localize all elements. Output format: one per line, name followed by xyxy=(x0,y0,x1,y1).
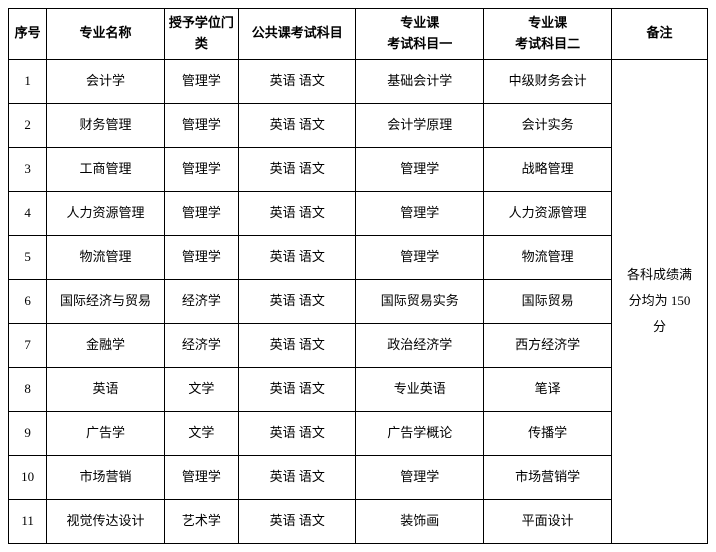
cell-sub1: 国际贸易实务 xyxy=(356,279,484,323)
cell-degree: 管理学 xyxy=(164,103,239,147)
table-row: 1 会计学 管理学 英语 语文 基础会计学 中级财务会计 各科成绩满 分均为 1… xyxy=(9,59,708,103)
table-row: 5 物流管理 管理学 英语 语文 管理学 物流管理 xyxy=(9,235,708,279)
cell-seq: 6 xyxy=(9,279,47,323)
cell-degree: 经济学 xyxy=(164,323,239,367)
cell-seq: 2 xyxy=(9,103,47,147)
cell-public: 英语 语文 xyxy=(239,103,356,147)
cell-public: 英语 语文 xyxy=(239,455,356,499)
exam-subjects-table: 序号 专业名称 授予学位门类 公共课考试科目 专业课 考试科目一 专业课 考试科… xyxy=(8,8,708,544)
cell-seq: 7 xyxy=(9,323,47,367)
cell-major: 物流管理 xyxy=(47,235,164,279)
table-row: 7 金融学 经济学 英语 语文 政治经济学 西方经济学 xyxy=(9,323,708,367)
remark-line2: 分均为 150 xyxy=(629,293,691,308)
header-major: 专业名称 xyxy=(47,9,164,60)
cell-degree: 管理学 xyxy=(164,191,239,235)
cell-degree: 管理学 xyxy=(164,147,239,191)
cell-degree: 艺术学 xyxy=(164,499,239,543)
table-row: 2 财务管理 管理学 英语 语文 会计学原理 会计实务 xyxy=(9,103,708,147)
cell-major: 视觉传达设计 xyxy=(47,499,164,543)
cell-major: 人力资源管理 xyxy=(47,191,164,235)
table-row: 6 国际经济与贸易 经济学 英语 语文 国际贸易实务 国际贸易 xyxy=(9,279,708,323)
cell-public: 英语 语文 xyxy=(239,191,356,235)
cell-public: 英语 语文 xyxy=(239,323,356,367)
header-public: 公共课考试科目 xyxy=(239,9,356,60)
cell-seq: 4 xyxy=(9,191,47,235)
cell-major: 金融学 xyxy=(47,323,164,367)
cell-sub2: 战略管理 xyxy=(484,147,612,191)
cell-degree: 文学 xyxy=(164,411,239,455)
table-row: 4 人力资源管理 管理学 英语 语文 管理学 人力资源管理 xyxy=(9,191,708,235)
cell-public: 英语 语文 xyxy=(239,411,356,455)
header-sub2-line2: 考试科目二 xyxy=(515,36,580,51)
cell-public: 英语 语文 xyxy=(239,235,356,279)
table-header-row: 序号 专业名称 授予学位门类 公共课考试科目 专业课 考试科目一 专业课 考试科… xyxy=(9,9,708,60)
cell-sub1: 会计学原理 xyxy=(356,103,484,147)
header-degree: 授予学位门类 xyxy=(164,9,239,60)
cell-sub2: 平面设计 xyxy=(484,499,612,543)
header-remark: 备注 xyxy=(612,9,708,60)
cell-public: 英语 语文 xyxy=(239,59,356,103)
header-sub2: 专业课 考试科目二 xyxy=(484,9,612,60)
cell-sub1: 管理学 xyxy=(356,147,484,191)
cell-degree: 管理学 xyxy=(164,235,239,279)
cell-sub2: 人力资源管理 xyxy=(484,191,612,235)
cell-major: 市场营销 xyxy=(47,455,164,499)
cell-major: 英语 xyxy=(47,367,164,411)
cell-sub2: 会计实务 xyxy=(484,103,612,147)
cell-public: 英语 语文 xyxy=(239,147,356,191)
header-sub1: 专业课 考试科目一 xyxy=(356,9,484,60)
cell-sub1: 管理学 xyxy=(356,235,484,279)
cell-public: 英语 语文 xyxy=(239,499,356,543)
table-row: 3 工商管理 管理学 英语 语文 管理学 战略管理 xyxy=(9,147,708,191)
cell-seq: 8 xyxy=(9,367,47,411)
header-seq: 序号 xyxy=(9,9,47,60)
cell-sub1: 基础会计学 xyxy=(356,59,484,103)
cell-major: 广告学 xyxy=(47,411,164,455)
cell-degree: 管理学 xyxy=(164,59,239,103)
table-row: 9 广告学 文学 英语 语文 广告学概论 传播学 xyxy=(9,411,708,455)
cell-degree: 文学 xyxy=(164,367,239,411)
cell-sub2: 西方经济学 xyxy=(484,323,612,367)
table-row: 11 视觉传达设计 艺术学 英语 语文 装饰画 平面设计 xyxy=(9,499,708,543)
cell-sub2: 物流管理 xyxy=(484,235,612,279)
cell-sub2: 传播学 xyxy=(484,411,612,455)
remark-line1: 各科成绩满 xyxy=(627,267,692,282)
cell-seq: 11 xyxy=(9,499,47,543)
cell-sub2: 市场营销学 xyxy=(484,455,612,499)
cell-major: 国际经济与贸易 xyxy=(47,279,164,323)
cell-degree: 经济学 xyxy=(164,279,239,323)
cell-public: 英语 语文 xyxy=(239,279,356,323)
cell-sub1: 管理学 xyxy=(356,455,484,499)
cell-public: 英语 语文 xyxy=(239,367,356,411)
header-sub1-line1: 专业课 xyxy=(400,15,439,30)
cell-seq: 10 xyxy=(9,455,47,499)
cell-sub1: 装饰画 xyxy=(356,499,484,543)
cell-sub2: 中级财务会计 xyxy=(484,59,612,103)
header-sub2-line1: 专业课 xyxy=(528,15,567,30)
cell-seq: 9 xyxy=(9,411,47,455)
cell-major: 工商管理 xyxy=(47,147,164,191)
cell-seq: 3 xyxy=(9,147,47,191)
header-sub1-line2: 考试科目一 xyxy=(387,36,452,51)
cell-major: 财务管理 xyxy=(47,103,164,147)
cell-sub1: 管理学 xyxy=(356,191,484,235)
cell-sub1: 专业英语 xyxy=(356,367,484,411)
table-body: 1 会计学 管理学 英语 语文 基础会计学 中级财务会计 各科成绩满 分均为 1… xyxy=(9,59,708,543)
cell-major: 会计学 xyxy=(47,59,164,103)
cell-remark: 各科成绩满 分均为 150 分 xyxy=(612,59,708,543)
cell-seq: 1 xyxy=(9,59,47,103)
cell-degree: 管理学 xyxy=(164,455,239,499)
remark-line3: 分 xyxy=(653,319,666,334)
table-row: 10 市场营销 管理学 英语 语文 管理学 市场营销学 xyxy=(9,455,708,499)
cell-sub2: 笔译 xyxy=(484,367,612,411)
cell-seq: 5 xyxy=(9,235,47,279)
cell-sub1: 政治经济学 xyxy=(356,323,484,367)
cell-sub2: 国际贸易 xyxy=(484,279,612,323)
table-row: 8 英语 文学 英语 语文 专业英语 笔译 xyxy=(9,367,708,411)
cell-sub1: 广告学概论 xyxy=(356,411,484,455)
